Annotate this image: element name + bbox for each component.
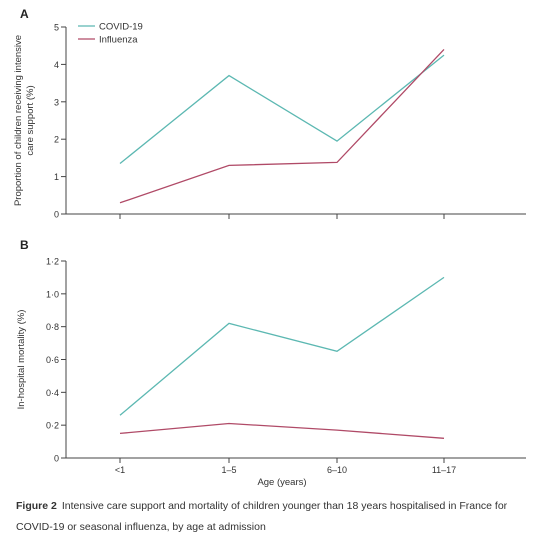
y-tick-label: 0·2 <box>46 421 59 431</box>
x-tick-label: 11–17 <box>432 465 456 475</box>
y-tick-label: 3 <box>54 97 59 107</box>
y-axis-label: In-hospital mortality (%) <box>16 310 27 410</box>
y-tick-label: 5 <box>54 23 59 33</box>
series-line-covid-19 <box>119 276 445 416</box>
x-tick-label: 1–5 <box>221 465 236 475</box>
y-axis-label: care support (%) <box>25 85 36 155</box>
y-tick-label: 0 <box>54 210 59 220</box>
y-tick-label: 1·2 <box>46 257 59 267</box>
x-axis-label: Age (years) <box>257 477 306 488</box>
y-axis-label: Proportion of children receiving intensi… <box>13 35 24 206</box>
y-tick-label: 0·8 <box>46 322 59 332</box>
y-tick-label: 1·0 <box>46 289 59 299</box>
y-tick-label: 2 <box>54 135 59 145</box>
legend-label: COVID-19 <box>99 22 143 33</box>
y-tick-label: 1 <box>54 172 59 182</box>
y-tick-label: 0·4 <box>46 388 59 398</box>
panel-label: B <box>20 238 29 252</box>
y-tick-label: 0·6 <box>46 355 59 365</box>
caption-label: Figure 2 <box>16 500 57 512</box>
panel-a: A 0 1 2 3 4 5 Proportion of children receiving … <box>13 7 526 220</box>
series-line-covid-19 <box>119 54 445 165</box>
figure-caption: Figure 2 Intensive care support and morta… <box>16 496 536 538</box>
series-line-influenza <box>119 48 445 204</box>
caption-text: Intensive care support and mortality of … <box>16 500 508 533</box>
y-tick-label: 4 <box>54 60 59 70</box>
panel-b: B 0 0·2 0·4 0·6 0·8 1·0 1·2 <1 1–5 6–10 11–17 In-hos… <box>16 238 526 488</box>
panel-label: A <box>20 7 29 21</box>
series-line-influenza <box>119 422 445 439</box>
legend-label: Influenza <box>99 35 138 46</box>
x-tick-label: 6–10 <box>327 465 347 475</box>
x-tick-label: <1 <box>115 465 125 475</box>
y-tick-label: 0 <box>54 454 59 464</box>
